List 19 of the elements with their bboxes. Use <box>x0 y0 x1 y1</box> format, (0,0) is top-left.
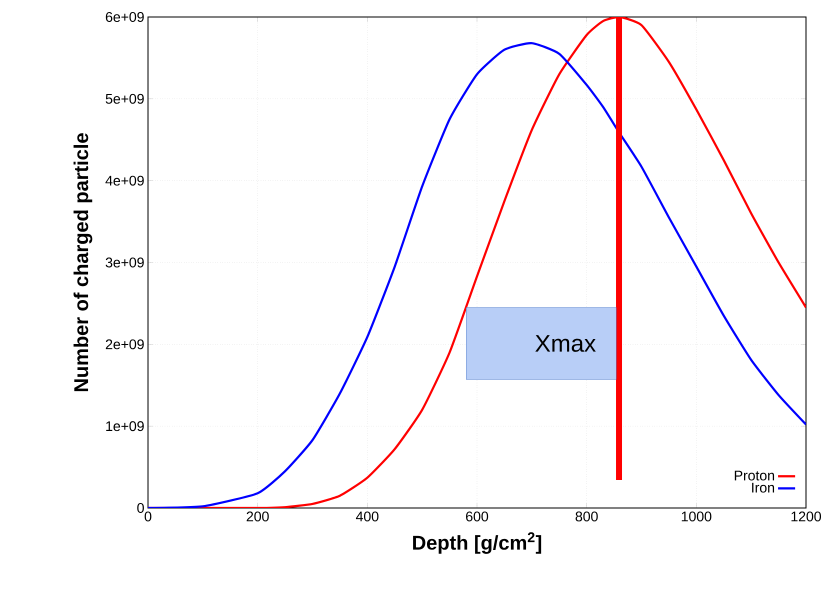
y-tick-label: 0 <box>137 503 144 513</box>
y-tick-label: 5e+09 <box>106 94 144 104</box>
y-tick-label: 3e+09 <box>106 258 144 268</box>
x-tick-label: 1200 <box>791 512 822 522</box>
legend-label: Proton <box>734 470 774 480</box>
x-tick-label: 1000 <box>682 512 712 522</box>
x-tick-label: 200 <box>246 512 269 522</box>
y-tick-label: 4e+09 <box>105 176 144 186</box>
y-axis-title: Number of charged particle <box>74 133 92 392</box>
legend-label: Iron <box>752 482 774 493</box>
x-tick-label: 0 <box>144 512 152 522</box>
x-axis-title: Depth [g/cm$^{2}$] <box>413 532 542 554</box>
y-tick-label: 1e+09 <box>106 421 144 432</box>
ref-line-label: Xmax <box>535 335 596 352</box>
y-tick-label: 2e+09 <box>106 339 144 350</box>
x-tick-label: 400 <box>356 512 378 522</box>
x-tick-label: 800 <box>576 512 598 522</box>
x-tick-label: 600 <box>466 512 488 522</box>
y-tick-label: 6e+09 <box>106 12 144 22</box>
